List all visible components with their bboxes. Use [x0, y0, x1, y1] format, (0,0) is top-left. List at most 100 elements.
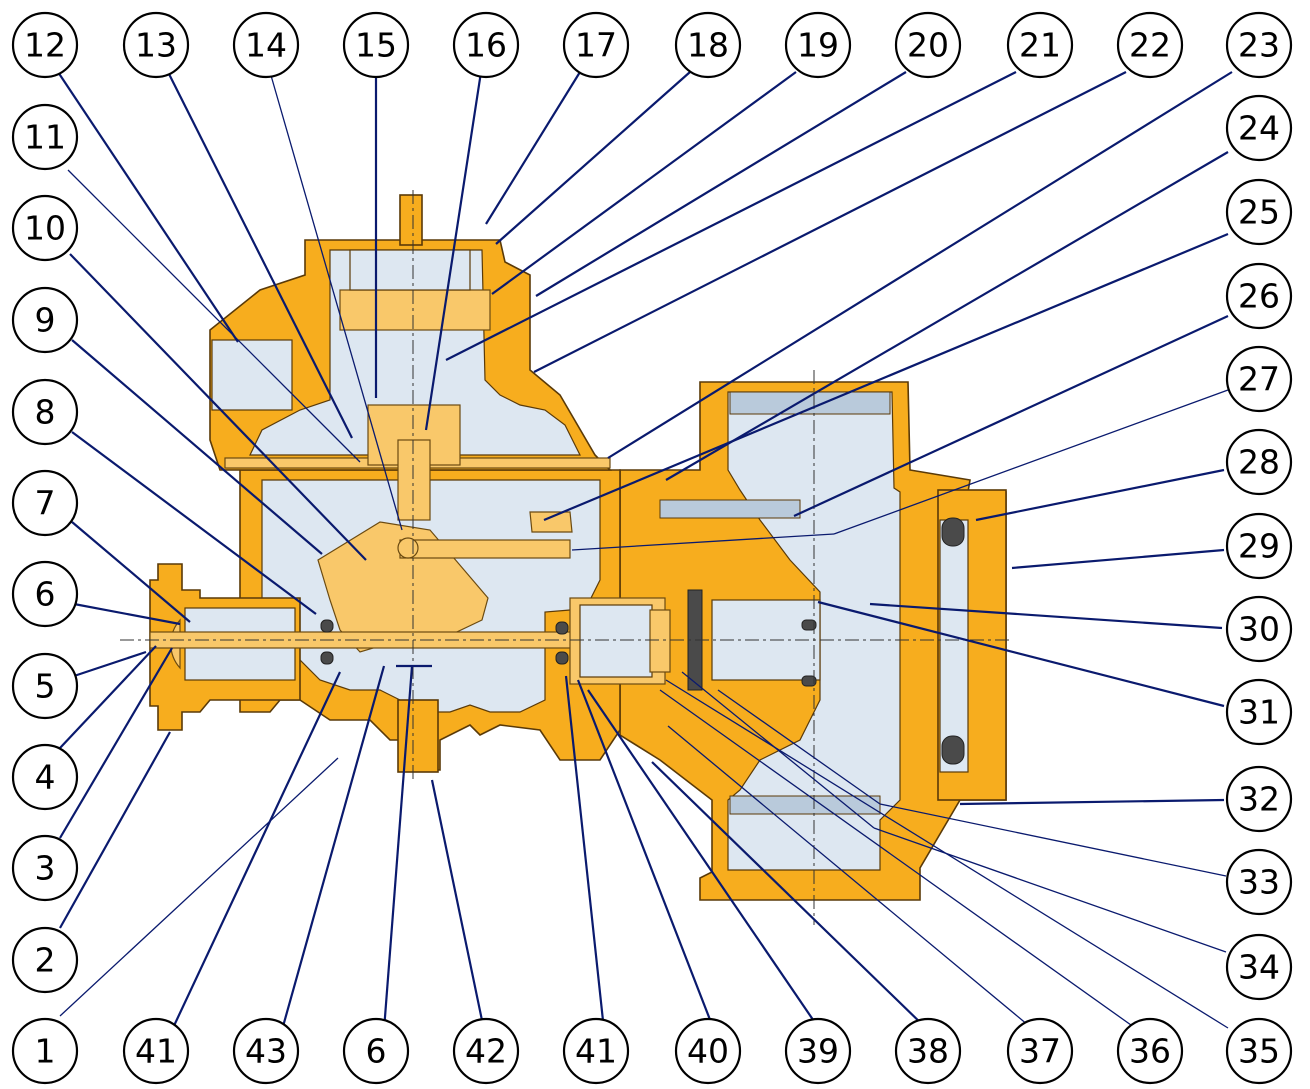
stem-disc-bore: [579, 604, 653, 678]
callout-32: 32: [1225, 765, 1293, 833]
callout-14: 14: [232, 11, 300, 79]
leader-14: [269, 71, 403, 531]
callout-4-label: 4: [35, 758, 56, 797]
callout-41-right-label: 41: [575, 1032, 617, 1071]
callout-13-label: 13: [135, 26, 177, 65]
leader-7: [71, 521, 191, 623]
end-cap-bore: [939, 519, 969, 773]
leader-4: [59, 645, 157, 749]
stem-oring-right-2: [555, 651, 569, 665]
callout-6-left: 6: [11, 560, 79, 628]
leader-26: [793, 315, 1229, 517]
callout-33-label: 33: [1238, 863, 1280, 902]
callout-34-label: 34: [1238, 948, 1280, 987]
callout-37: 37: [1006, 1017, 1074, 1085]
callout-12-label: 12: [24, 26, 66, 65]
leader-16: [424, 71, 483, 431]
callout-31-label: 31: [1238, 693, 1280, 732]
callout-37-label: 37: [1019, 1032, 1061, 1071]
callout-labels: 12 13 14 15 16 17 18 19 20 21 22 23 11 1…: [11, 11, 1293, 1085]
leader-3: [59, 647, 173, 839]
callout-23-label: 23: [1238, 26, 1280, 65]
callout-24-label: 24: [1238, 109, 1280, 148]
callout-11-label: 11: [24, 118, 66, 157]
callout-9: 9: [11, 286, 79, 354]
leader-6b: [382, 665, 414, 1031]
callout-30: 30: [1225, 595, 1293, 663]
callout-19: 19: [784, 11, 852, 79]
leader-43: [280, 665, 386, 1031]
callout-28: 28: [1225, 428, 1293, 496]
callout-6-bottom: 6: [342, 1017, 410, 1085]
callout-3: 3: [11, 834, 79, 902]
callout-35: 35: [1225, 1017, 1293, 1085]
callout-7-label: 7: [35, 484, 56, 523]
leader-11: [67, 169, 361, 463]
valve-stem-upper: [397, 439, 431, 521]
seat-oring-bottom: [801, 675, 817, 687]
callout-42: 42: [452, 1017, 520, 1085]
callout-27: 27: [1225, 345, 1293, 413]
callout-12: 12: [11, 11, 79, 79]
leader-20: [535, 71, 907, 297]
callout-41-left: 41: [122, 1017, 190, 1085]
seat-oring-top: [801, 619, 817, 631]
callout-21-label: 21: [1019, 26, 1061, 65]
callout-22: 22: [1116, 11, 1184, 79]
callout-3-label: 3: [35, 849, 56, 888]
callout-25: 25: [1225, 178, 1293, 246]
callout-8-label: 8: [35, 393, 56, 432]
callout-31: 31: [1225, 678, 1293, 746]
callout-23: 23: [1225, 11, 1293, 79]
leader-42: [430, 779, 486, 1031]
leader-29: [1011, 548, 1225, 570]
callout-25-label: 25: [1238, 193, 1280, 232]
callout-10: 10: [11, 194, 79, 262]
leader-8: [71, 431, 317, 615]
leader-37: [667, 725, 1035, 1031]
leader-21: [445, 71, 1017, 361]
leader-6a: [73, 602, 181, 626]
leader-19: [491, 71, 797, 295]
callout-28-label: 28: [1238, 443, 1280, 482]
callout-14-label: 14: [245, 26, 287, 65]
leader-35: [665, 679, 1229, 1029]
callout-16-label: 16: [465, 26, 507, 65]
callout-17-label: 17: [575, 26, 617, 65]
callout-2-label: 2: [35, 941, 56, 980]
callout-35-label: 35: [1238, 1032, 1280, 1071]
callout-15: 15: [342, 11, 410, 79]
callout-6-left-label: 6: [35, 575, 56, 614]
upper-spring-chamber: [249, 249, 581, 456]
callout-1: 1: [11, 1017, 79, 1085]
callout-26-label: 26: [1238, 277, 1280, 316]
outlet-top-thread: [729, 391, 891, 415]
stem-oring-left-2: [320, 651, 334, 665]
callout-6-bottom-label: 6: [366, 1032, 387, 1071]
callout-9-label: 9: [35, 301, 56, 340]
leader-38: [651, 761, 929, 1031]
callout-29: 29: [1225, 512, 1293, 580]
callout-34: 34: [1225, 933, 1293, 1001]
callout-8: 8: [11, 378, 79, 446]
callout-33: 33: [1225, 848, 1293, 916]
callout-1-label: 1: [35, 1032, 56, 1071]
callout-10-label: 10: [24, 209, 66, 248]
callout-42-label: 42: [465, 1032, 507, 1071]
callout-43: 43: [232, 1017, 300, 1085]
callout-32-label: 32: [1238, 780, 1280, 819]
leader-23: [607, 71, 1233, 459]
callout-2: 2: [11, 926, 79, 994]
inlet-side-port: [211, 339, 293, 411]
callout-17: 17: [562, 11, 630, 79]
regulator-cutaway-illustration: [120, 190, 1012, 925]
leader-31: [817, 600, 1225, 708]
leader-40: [576, 679, 716, 1031]
end-cap-oring-top: [941, 517, 965, 547]
leader-10: [69, 253, 367, 561]
callout-29-label: 29: [1238, 527, 1280, 566]
callout-41-right: 41: [562, 1017, 630, 1085]
leader-lines: [57, 71, 1233, 1031]
leader-28: [975, 468, 1225, 522]
